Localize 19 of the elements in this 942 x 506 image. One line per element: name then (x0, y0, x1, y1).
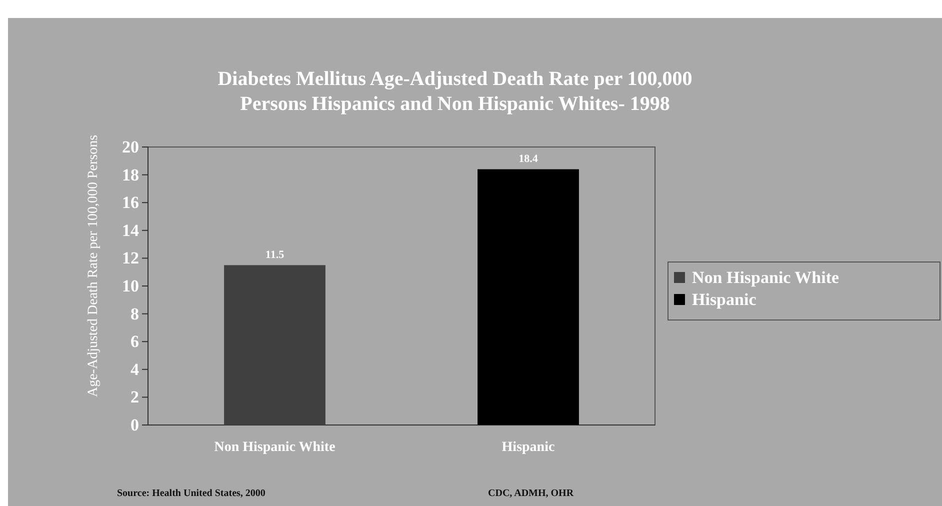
y-axis-title: Age-Adjusted Death Rate per 100,000 Persons (86, 134, 101, 398)
legend-label: Non Hispanic White (692, 268, 840, 287)
text: CDC, ADMH, OHR (488, 488, 574, 499)
y-tick-label: 10 (122, 276, 139, 296)
data-label: 18.4 (518, 153, 538, 166)
y-tick-label: 12 (122, 248, 139, 268)
y-tick-label: 4 (130, 360, 140, 379)
y-tick-label: 0 (130, 415, 139, 434)
y-tick-label: 18 (122, 165, 139, 184)
chart-title: Diabetes Mellitus Age-Adjusted Death Rate per 100,000 Persons Hispanics and Non Hispanic Whites- 1998 (218, 68, 692, 115)
y-tick-label: 14 (122, 220, 140, 240)
data-label: 11.5 (265, 249, 285, 262)
legend-label: Hispanic (692, 290, 757, 309)
y-tick-label: 16 (122, 193, 139, 212)
y-tick-label: 2 (130, 388, 139, 407)
y-tick-label: 6 (130, 332, 139, 352)
y-tick-label: 20 (122, 137, 139, 156)
y-tick-label: 8 (130, 304, 139, 324)
source-note: Source: Health United States, 2000 (117, 488, 266, 499)
